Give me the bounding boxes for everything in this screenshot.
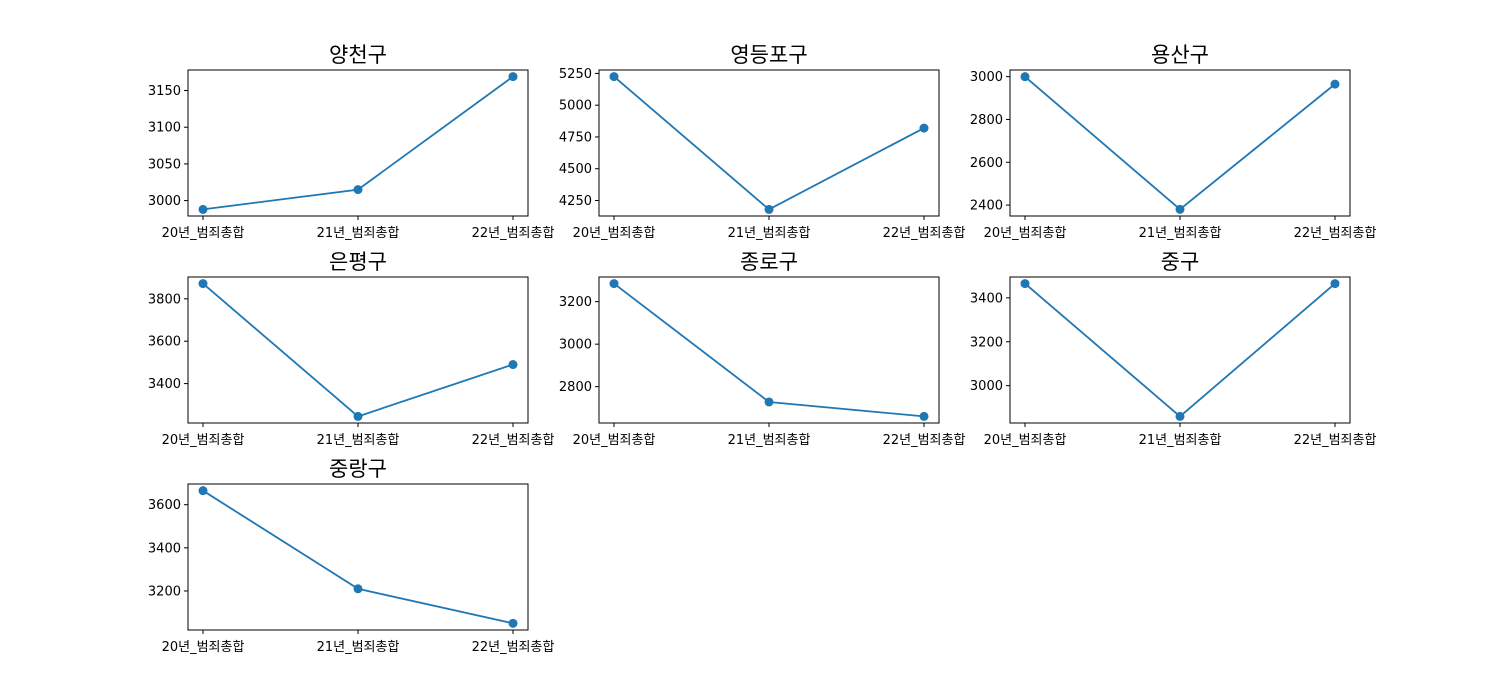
axes-frame bbox=[1009, 69, 1351, 217]
y-tick-label: 3200 bbox=[970, 335, 1003, 350]
x-tick-label: 22년_범죄총합 bbox=[472, 433, 555, 448]
subplot-3: 용산구 2400 2600 2800 3000 20년_범죄총합 21년_범죄총합 22년_범… bbox=[970, 43, 1377, 241]
y-tick-label: 3100 bbox=[148, 121, 181, 136]
y-tick-label: 3400 bbox=[970, 291, 1003, 306]
y-tick-label: 2600 bbox=[970, 156, 1003, 171]
x-tick-label: 20년_범죄총합 bbox=[162, 226, 245, 241]
data-point bbox=[508, 72, 518, 82]
subplot-2: 영등포구 4250 4500 4750 5000 5250 20년_범죄총합 21년_범죄총합… bbox=[559, 43, 966, 241]
x-tick-label: 22년_범죄총합 bbox=[1294, 433, 1377, 448]
data-point bbox=[198, 279, 208, 289]
data-point bbox=[353, 411, 363, 421]
series-line bbox=[1024, 282, 1336, 418]
y-tick-label: 3600 bbox=[148, 335, 181, 350]
data-point bbox=[508, 360, 518, 370]
x-tick-label: 20년_범죄총합 bbox=[162, 640, 245, 655]
series-line bbox=[202, 282, 514, 418]
data-point bbox=[609, 72, 619, 82]
series-line bbox=[613, 282, 925, 418]
y-tick-label: 3150 bbox=[148, 84, 181, 99]
x-tick-label: 21년_범죄총합 bbox=[317, 433, 400, 448]
subplot-6: 중구 3000 3200 3400 20년_범죄총합 21년_범죄총합 22년_범죄총합 bbox=[970, 250, 1377, 448]
y-tick-label: 3200 bbox=[148, 584, 181, 599]
x-tick-label: 22년_범죄총합 bbox=[472, 640, 555, 655]
x-tick-label: 21년_범죄총합 bbox=[728, 433, 811, 448]
data-point bbox=[198, 204, 208, 214]
y-tick-label: 3200 bbox=[559, 295, 592, 310]
y-tick-label: 2800 bbox=[970, 113, 1003, 128]
data-point bbox=[1175, 411, 1185, 421]
subplot-title: 은평구 bbox=[329, 250, 387, 274]
y-tick-label: 3000 bbox=[148, 194, 181, 209]
axes-frame bbox=[598, 69, 940, 217]
series-line bbox=[613, 75, 925, 211]
series-line bbox=[202, 489, 514, 625]
axes-frame bbox=[187, 69, 529, 217]
axes-frame bbox=[187, 276, 529, 424]
y-tick-label: 4250 bbox=[559, 194, 592, 209]
subplot-title: 영등포구 bbox=[730, 43, 807, 67]
y-tick-label: 5250 bbox=[559, 67, 592, 82]
subplot-5: 종로구 2800 3000 3200 20년_범죄총합 21년_범죄총합 22년_범죄총합 bbox=[559, 250, 966, 448]
x-tick-label: 22년_범죄총합 bbox=[883, 226, 966, 241]
y-tick-label: 5000 bbox=[559, 99, 592, 114]
y-tick-label: 3050 bbox=[148, 157, 181, 172]
subplot-title: 중랑구 bbox=[329, 457, 387, 481]
data-point bbox=[919, 411, 929, 421]
subplot-title: 종로구 bbox=[740, 250, 798, 274]
data-point bbox=[1175, 204, 1185, 214]
x-tick-label: 20년_범죄총합 bbox=[984, 433, 1067, 448]
subplot-4: 은평구 3400 3600 3800 20년_범죄총합 21년_범죄총합 22년_범죄총합 bbox=[148, 250, 555, 448]
x-tick-label: 21년_범죄총합 bbox=[1139, 433, 1222, 448]
subplot-title: 용산구 bbox=[1151, 43, 1209, 67]
y-tick-label: 3600 bbox=[148, 498, 181, 513]
data-point bbox=[198, 486, 208, 496]
x-tick-label: 21년_범죄총합 bbox=[317, 640, 400, 655]
subplot-7: 중랑구 3200 3400 3600 20년_범죄총합 21년_범죄총합 22년_범죄총합 bbox=[148, 457, 555, 655]
x-tick-label: 22년_범죄총합 bbox=[883, 433, 966, 448]
x-tick-label: 22년_범죄총합 bbox=[472, 226, 555, 241]
x-tick-label: 20년_범죄총합 bbox=[162, 433, 245, 448]
axes-frame bbox=[1009, 276, 1351, 424]
subplot-title: 중구 bbox=[1161, 250, 1200, 274]
y-tick-label: 3000 bbox=[970, 70, 1003, 85]
y-tick-label: 3000 bbox=[559, 338, 592, 353]
data-point bbox=[764, 397, 774, 407]
data-point bbox=[1020, 72, 1030, 82]
x-tick-label: 21년_범죄총합 bbox=[728, 226, 811, 241]
y-tick-label: 2400 bbox=[970, 199, 1003, 214]
x-tick-label: 21년_범죄총합 bbox=[317, 226, 400, 241]
data-point bbox=[764, 204, 774, 214]
y-tick-label: 3400 bbox=[148, 377, 181, 392]
x-tick-label: 20년_범죄총합 bbox=[573, 433, 656, 448]
y-tick-label: 3800 bbox=[148, 292, 181, 307]
data-point bbox=[353, 185, 363, 195]
data-point bbox=[1330, 279, 1340, 289]
data-point bbox=[508, 618, 518, 628]
data-point bbox=[1020, 279, 1030, 289]
x-tick-label: 20년_범죄총합 bbox=[984, 226, 1067, 241]
y-tick-label: 3400 bbox=[148, 541, 181, 556]
data-point bbox=[353, 584, 363, 594]
series-line bbox=[1024, 75, 1336, 211]
x-tick-label: 20년_범죄총합 bbox=[573, 226, 656, 241]
data-point bbox=[1330, 79, 1340, 89]
data-point bbox=[919, 123, 929, 133]
x-tick-label: 22년_범죄총합 bbox=[1294, 226, 1377, 241]
axes-frame bbox=[187, 483, 529, 631]
subplot-1: 양천구 3000 3050 3100 3150 20년_범죄총합 21년_범죄총합 22년_범… bbox=[148, 43, 555, 241]
subplot-title: 양천구 bbox=[329, 43, 387, 67]
data-point bbox=[609, 279, 619, 289]
y-tick-label: 4750 bbox=[559, 130, 592, 145]
y-tick-label: 4500 bbox=[559, 162, 592, 177]
y-tick-label: 2800 bbox=[559, 380, 592, 395]
y-tick-label: 3000 bbox=[970, 379, 1003, 394]
x-tick-label: 21년_범죄총합 bbox=[1139, 226, 1222, 241]
